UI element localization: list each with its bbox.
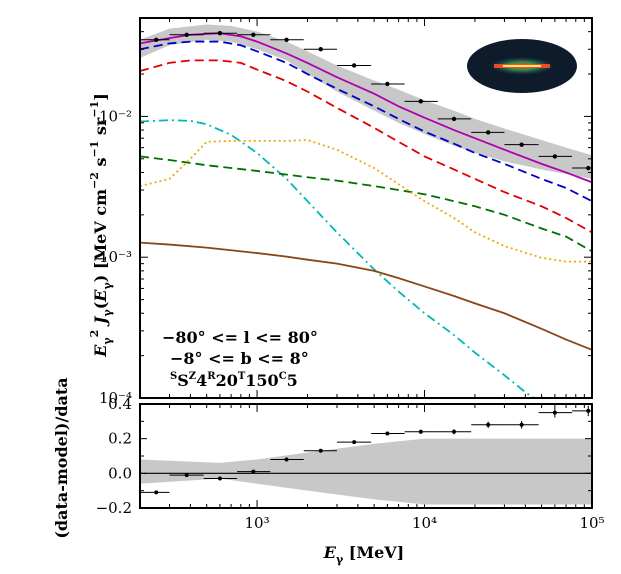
data-point-11 [504, 142, 539, 147]
region-annotation: −80° <= l <= 80° −8° <= b <= 8° SSZ4R20T… [162, 328, 318, 390]
residual-point-11 [504, 420, 539, 429]
main-plot-area [140, 24, 592, 398]
data-point-5 [303, 47, 337, 52]
resid-y-tick-label-0: −0.2 [96, 499, 132, 517]
data-point-10 [471, 130, 505, 135]
series-line-6 [140, 241, 592, 351]
annotation-model-id: SSZ4R20T150C5 [170, 371, 298, 390]
resid-y-tick-label-3: 0.4 [108, 395, 132, 413]
y-tick-label-2: 10⁻⁴ [99, 389, 132, 407]
residual-point-9 [437, 429, 472, 435]
series-line-4 [140, 155, 592, 253]
resid-y-tick-label-2: 0.2 [108, 430, 132, 448]
data-point-13 [572, 165, 592, 171]
data-point-3 [237, 32, 271, 37]
x-tick-label-0: 10³ [245, 514, 270, 532]
main-panel: 10⁻² 10⁻³ 10⁻⁴ [99, 17, 593, 407]
x-tick-label-1: 10⁴ [412, 514, 437, 532]
residual-point-2 [203, 476, 238, 481]
residual-band [140, 438, 592, 505]
series-line-3 [140, 119, 536, 398]
data-point-9 [437, 116, 472, 122]
x-axis-label: Eγ [MeV] [323, 543, 404, 566]
data-point-6 [336, 63, 372, 68]
residual-panel: −0.2 0.0 0.2 0.4 10³ 10⁴ 10⁵ [96, 395, 605, 532]
data-point-4 [270, 37, 304, 43]
residual-point-12 [538, 407, 573, 418]
data-point-1 [169, 32, 204, 37]
residual-point-7 [371, 431, 405, 436]
residual-point-3 [237, 469, 271, 474]
y-tick-label-0: 10⁻² [99, 107, 132, 125]
x-tick-label-2: 10⁵ [579, 514, 604, 532]
residual-point-8 [404, 429, 438, 434]
y-axis-label-main: Eγ2 Jγ(Eγ) [MeV cm−2 s−1 sr−1] [88, 93, 114, 358]
residual-point-13 [572, 405, 592, 417]
residual-point-0 [140, 490, 170, 495]
residual-point-5 [303, 448, 337, 453]
residual-point-6 [336, 440, 372, 445]
data-point-7 [371, 81, 405, 87]
annotation-latitude: −8° <= b <= 8° [170, 349, 309, 368]
resid-y-tick-label-1: 0.0 [108, 464, 132, 482]
residual-point-1 [169, 473, 204, 478]
residual-point-10 [471, 421, 505, 428]
y-axis-label-residual: (data-model)/data [52, 377, 71, 538]
data-point-0 [140, 37, 170, 43]
y-tick-label-1: 10⁻³ [99, 248, 132, 266]
series-line-1 [140, 40, 592, 202]
data-point-8 [404, 99, 438, 104]
residual-point-4 [270, 457, 304, 462]
annotation-longitude: −80° <= l <= 80° [162, 328, 318, 347]
main-plot-frame [139, 17, 593, 399]
series-line-2 [140, 59, 592, 234]
inset-skymap [467, 39, 577, 93]
series-line-5 [140, 139, 592, 263]
data-point-12 [538, 154, 573, 159]
residual-plot-area [140, 405, 592, 505]
data-point-2 [203, 30, 238, 36]
